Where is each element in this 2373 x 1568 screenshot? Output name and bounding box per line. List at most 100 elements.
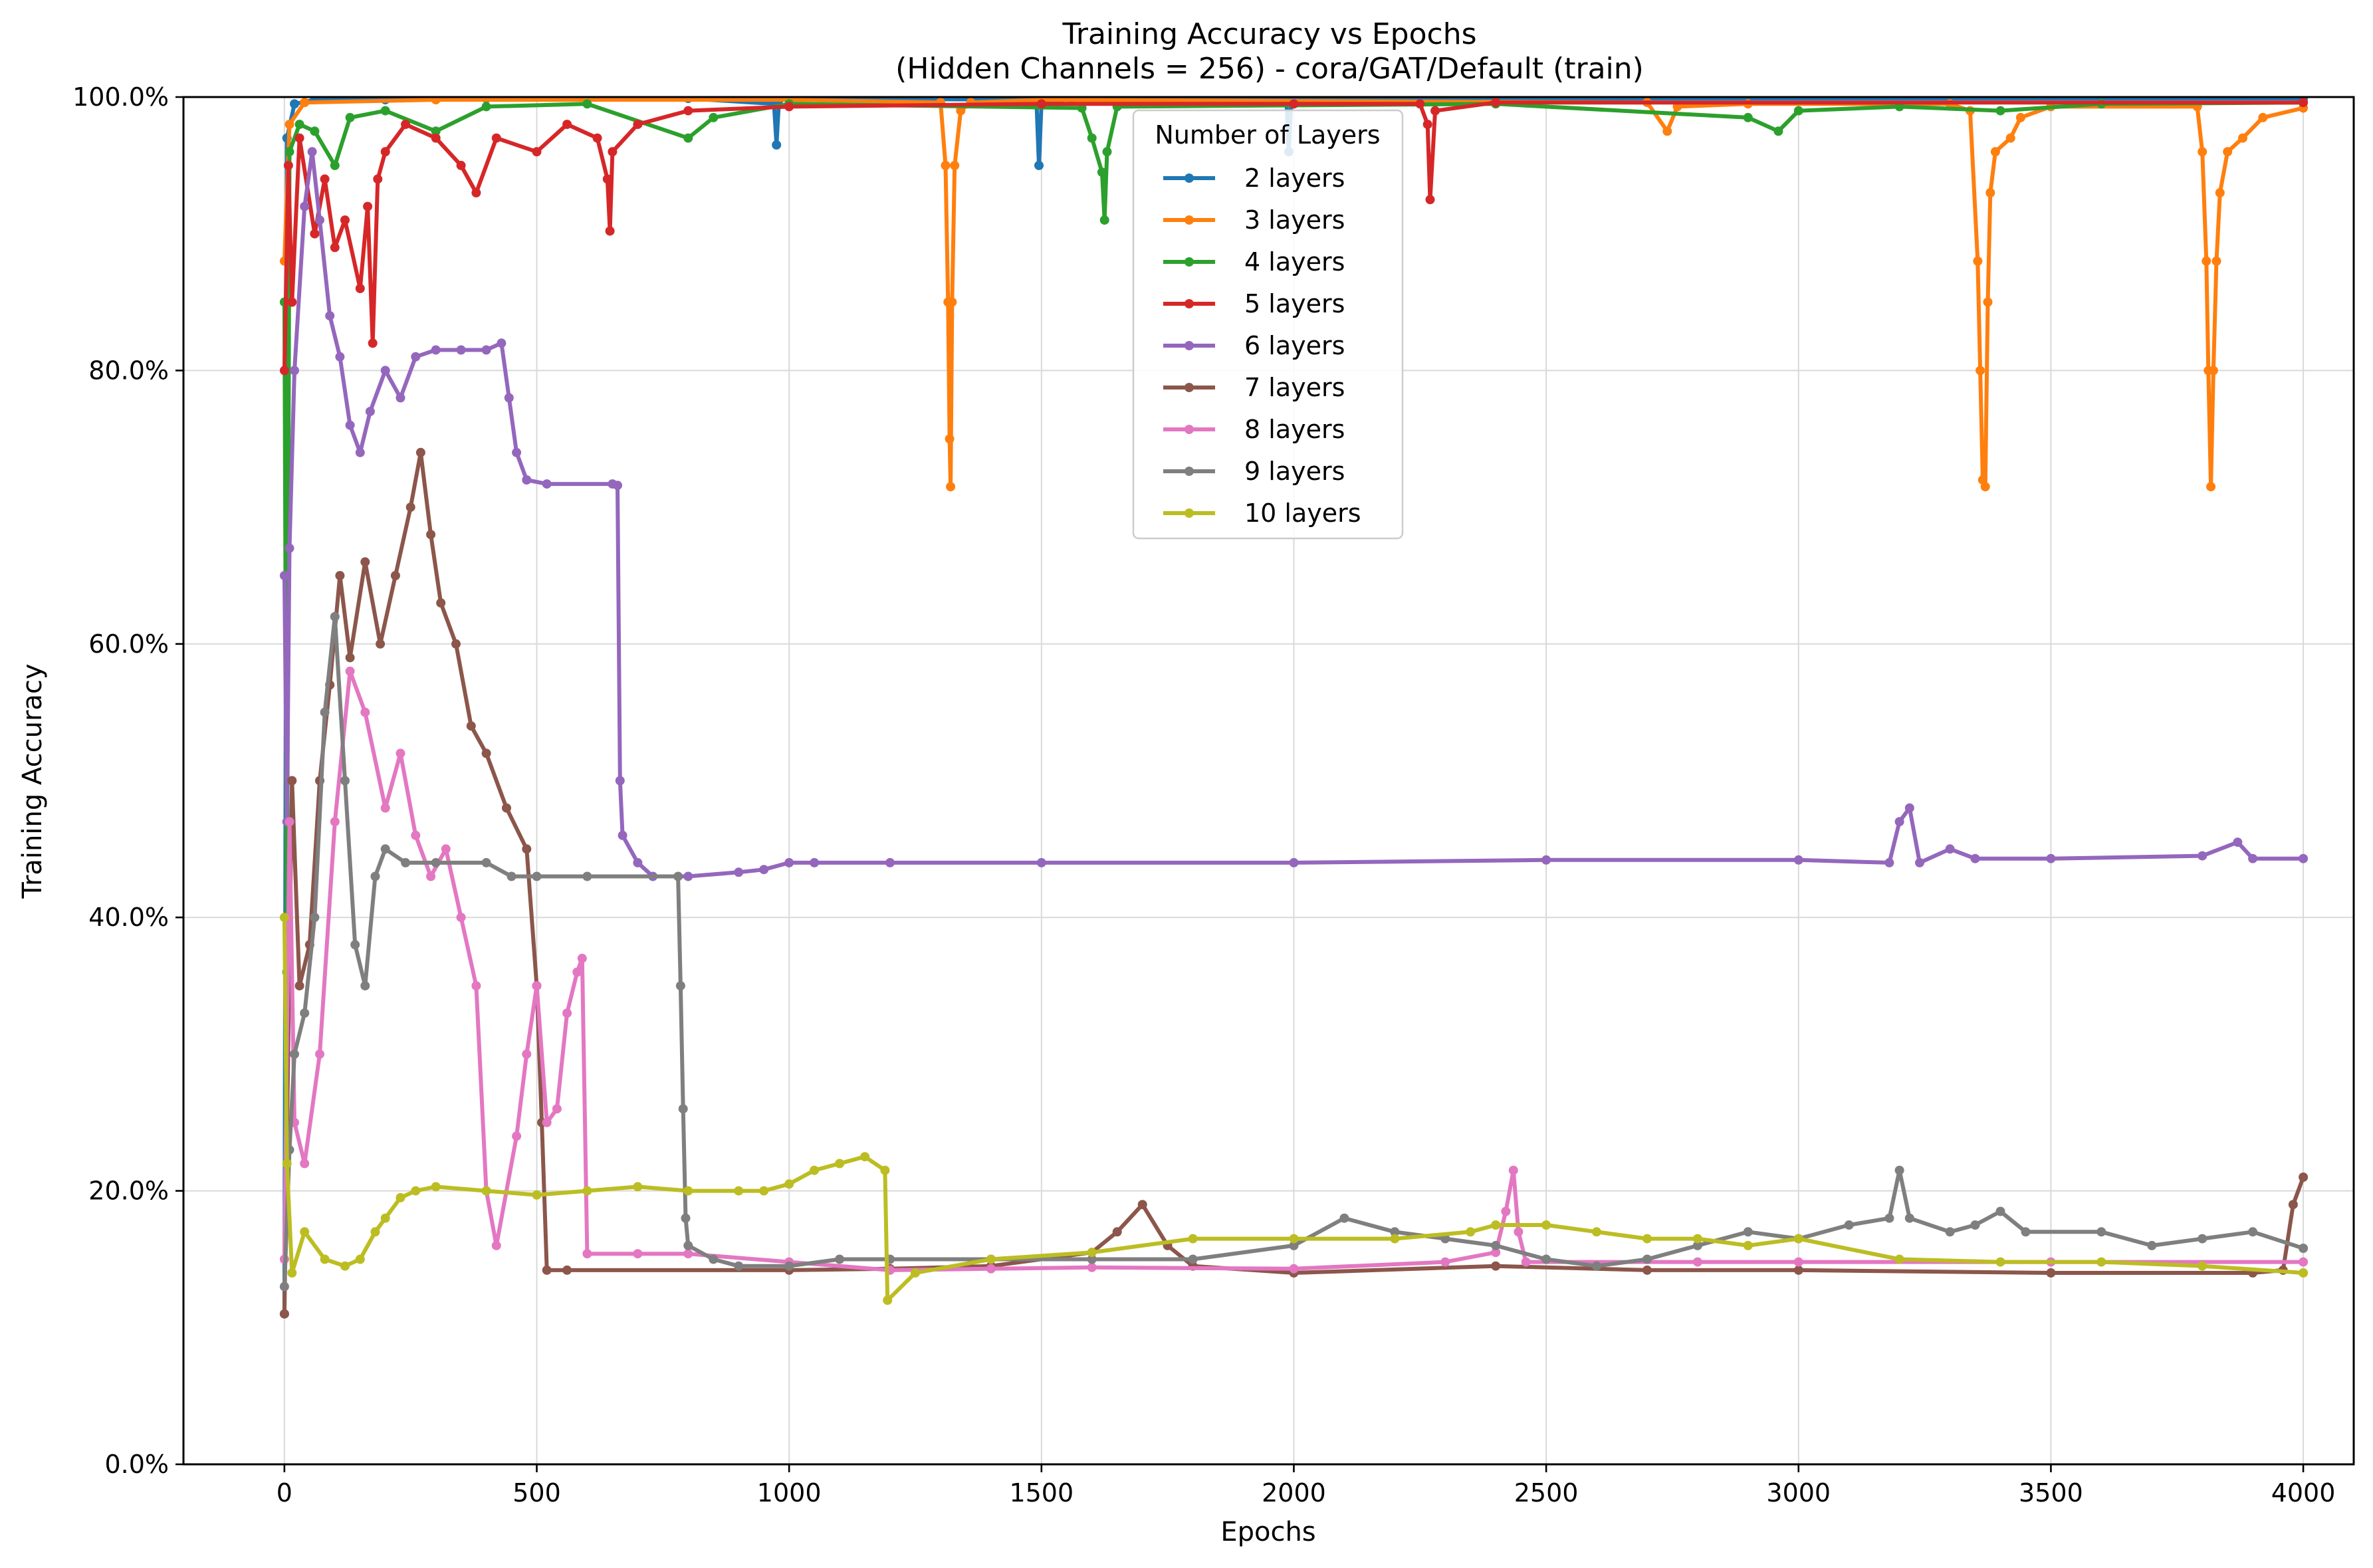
data-point — [491, 133, 501, 143]
data-point — [562, 1008, 572, 1018]
legend-items: 2 layers 3 layers 4 layers 5 layers 6 layers… — [1163, 164, 1361, 528]
data-point — [1087, 133, 1097, 143]
data-point — [709, 1254, 719, 1264]
data-point — [577, 953, 587, 963]
data-point — [350, 940, 360, 950]
data-point — [1491, 1261, 1501, 1271]
data-point — [1980, 482, 1990, 492]
data-point — [1990, 147, 2000, 157]
data-point — [330, 817, 340, 827]
data-point — [360, 981, 370, 991]
data-point — [542, 1117, 552, 1127]
data-point — [283, 160, 293, 170]
data-point — [1884, 1213, 1894, 1223]
data-point — [355, 1254, 365, 1264]
data-point — [431, 345, 441, 355]
data-point — [284, 543, 294, 553]
data-point — [683, 1240, 693, 1250]
data-point — [1642, 1254, 1652, 1264]
data-point — [481, 345, 491, 355]
data-point — [784, 102, 794, 112]
data-point — [608, 147, 618, 157]
legend-item: 8 layers — [1163, 415, 1345, 444]
data-point — [415, 447, 425, 457]
x-tick-label: 3000 — [1766, 1478, 1831, 1508]
data-point — [759, 1186, 769, 1196]
data-point — [784, 857, 794, 867]
data-point — [2202, 256, 2211, 266]
x-tick-label: 500 — [512, 1478, 561, 1508]
data-point — [294, 133, 304, 143]
data-point — [411, 830, 421, 840]
data-point — [1466, 1227, 1476, 1237]
data-point — [2233, 838, 2243, 847]
legend-label: 9 layers — [1244, 457, 1345, 486]
chart-title-line-2: (Hidden Channels = 256) - cora/GAT/Defau… — [895, 52, 1644, 86]
legend-swatch-marker — [1185, 299, 1194, 308]
data-point — [507, 871, 516, 881]
data-point — [279, 913, 289, 923]
data-point — [2211, 256, 2221, 266]
data-point — [2198, 147, 2207, 157]
data-point — [290, 1049, 299, 1059]
data-point — [481, 857, 491, 867]
data-point — [759, 865, 769, 875]
data-point — [683, 871, 693, 881]
data-point — [396, 748, 405, 758]
data-point — [315, 215, 324, 225]
data-point — [683, 1186, 693, 1196]
data-point — [1894, 1254, 1904, 1264]
data-point — [562, 1265, 572, 1275]
data-point — [1289, 99, 1299, 109]
data-point — [810, 1165, 820, 1175]
y-tick-label: 40.0% — [88, 903, 169, 932]
x-tick-label: 4000 — [2271, 1478, 2336, 1508]
data-point — [1692, 1234, 1702, 1244]
y-tick-label: 0.0% — [104, 1450, 169, 1479]
legend: Number of Layers 2 layers 3 layers 4 layer… — [1132, 109, 1404, 540]
data-point — [279, 1309, 289, 1319]
data-point — [618, 830, 627, 840]
legend-label: 8 layers — [1244, 415, 1345, 444]
legend-label: 2 layers — [1244, 164, 1345, 193]
data-point — [1508, 1165, 1518, 1175]
y-tick-label: 20.0% — [88, 1176, 169, 1206]
data-point — [481, 102, 491, 112]
data-point — [512, 1131, 522, 1141]
data-point — [2096, 1227, 2106, 1237]
data-point — [370, 1227, 380, 1237]
legend-swatch-marker — [1185, 341, 1194, 350]
data-point — [502, 803, 511, 813]
data-point — [1894, 1165, 1904, 1175]
legend-label: 4 layers — [1244, 247, 1345, 277]
legend-swatch-marker — [1185, 257, 1194, 267]
data-point — [355, 284, 365, 293]
data-point — [633, 857, 643, 867]
data-point — [678, 1104, 688, 1114]
data-point — [2046, 853, 2056, 863]
data-point — [1592, 1261, 1601, 1271]
data-point — [683, 106, 693, 116]
data-point — [2238, 133, 2247, 143]
y-axis-ticks: 0.0% 20.0% 40.0% 60.0% 80.0% 100.0% — [72, 82, 183, 1479]
data-point — [2299, 98, 2309, 108]
data-point — [1743, 1240, 1753, 1250]
data-point — [441, 844, 451, 854]
data-point — [945, 434, 955, 444]
data-point — [1390, 1234, 1400, 1244]
data-point — [1844, 1220, 1854, 1230]
data-point — [1793, 1234, 1803, 1244]
data-point — [1793, 106, 1803, 116]
legend-item: 3 layers — [1163, 205, 1345, 235]
data-point — [2299, 1244, 2309, 1253]
data-point — [532, 981, 542, 991]
data-point — [307, 147, 317, 157]
data-point — [370, 871, 380, 881]
data-point — [683, 1249, 693, 1259]
data-point — [1884, 857, 1894, 867]
data-point — [426, 871, 436, 881]
data-point — [456, 345, 466, 355]
legend-item: 4 layers — [1163, 247, 1345, 277]
data-point — [401, 120, 411, 130]
data-point — [310, 913, 320, 923]
